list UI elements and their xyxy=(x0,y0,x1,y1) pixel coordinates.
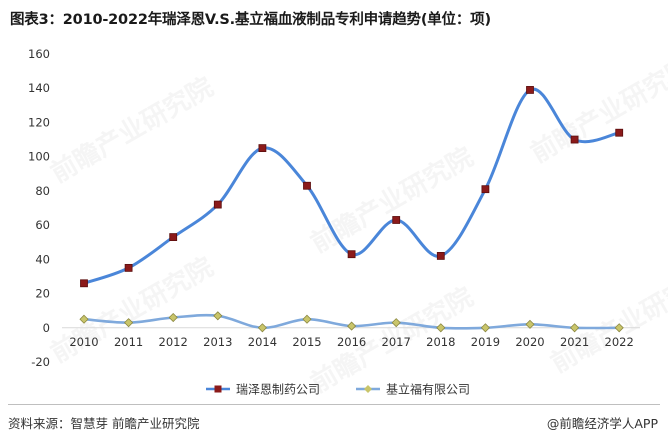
data-point-marker xyxy=(124,318,134,328)
data-point-marker xyxy=(169,233,178,241)
legend-marker xyxy=(214,385,222,393)
x-tick-label: 2014 xyxy=(248,335,277,349)
legend: 瑞泽恩制药公司 基立福有限公司 xyxy=(206,382,470,397)
data-point-marker xyxy=(213,200,222,209)
x-axis: 2010 2011 2012 2013 2014 2015 2016 2017 2018 2019… xyxy=(62,327,640,349)
legend-label: 瑞泽恩制药公司 xyxy=(236,383,320,397)
data-point-marker xyxy=(347,321,357,331)
y-tick-label: 40 xyxy=(35,252,50,266)
data-point-marker xyxy=(614,323,624,333)
y-tick-label: 120 xyxy=(28,115,50,129)
data-point-marker xyxy=(257,323,267,333)
data-point-marker xyxy=(213,311,223,321)
chart-title: 图表3：2010-2022年瑞泽恩V.S.基立福血液制品专利申请趋势(单位：项) xyxy=(10,12,491,28)
x-tick-label: 2012 xyxy=(159,335,188,349)
data-point-marker xyxy=(79,314,89,324)
data-point-marker xyxy=(526,86,534,94)
y-tick-label: 100 xyxy=(28,150,50,164)
y-tick-label: -20 xyxy=(31,355,50,369)
y-tick-label: 0 xyxy=(43,321,50,335)
data-point-marker xyxy=(302,314,312,324)
data-point-marker xyxy=(258,144,267,153)
data-point-marker xyxy=(392,216,401,224)
credit-note: @前瞻经济学人APP xyxy=(546,416,658,431)
series-lines xyxy=(83,87,620,330)
y-tick-label: 160 xyxy=(28,47,50,61)
y-axis: -20 0 20 40 60 80 100 120 140 160 xyxy=(28,47,50,369)
data-point-marker xyxy=(525,319,535,329)
data-point-marker xyxy=(570,323,580,333)
x-tick-label: 2021 xyxy=(560,335,589,349)
x-tick-label: 2013 xyxy=(203,335,232,349)
x-tick-label: 2015 xyxy=(292,335,321,349)
legend-label: 基立福有限公司 xyxy=(386,382,470,397)
legend-marker xyxy=(364,385,372,393)
data-point-marker xyxy=(347,250,356,259)
data-point-marker xyxy=(80,279,88,288)
footer: 资料来源：智慧芽 前瞻产业研究院 @前瞻经济学人APP xyxy=(0,404,668,442)
x-tick-label: 2019 xyxy=(471,335,500,349)
data-point-marker xyxy=(303,181,311,190)
x-tick-label: 2016 xyxy=(337,335,366,349)
x-tick-label: 2017 xyxy=(382,335,411,349)
data-point-marker xyxy=(481,185,490,194)
x-tick-label: 2022 xyxy=(605,335,634,349)
data-point-marker xyxy=(436,323,446,333)
data-point-marker xyxy=(391,318,401,328)
y-tick-label: 20 xyxy=(35,287,50,301)
y-tick-label: 140 xyxy=(28,81,50,95)
y-tick-label: 60 xyxy=(35,218,50,232)
footer-divider xyxy=(8,404,660,405)
source-note: 资料来源：智慧芽 前瞻产业研究院 xyxy=(8,416,200,431)
data-point-marker xyxy=(124,263,133,272)
data-point-marker xyxy=(615,128,624,137)
data-point-marker xyxy=(436,252,445,260)
data-point-marker xyxy=(168,312,178,323)
data-point-marker xyxy=(480,323,490,333)
series-markers xyxy=(79,86,624,333)
x-tick-label: 2010 xyxy=(69,335,98,349)
x-tick-label: 2011 xyxy=(114,335,143,349)
x-tick-label: 2018 xyxy=(426,335,455,349)
y-tick-label: 80 xyxy=(35,184,50,198)
x-tick-label: 2020 xyxy=(515,335,544,349)
data-point-marker xyxy=(570,135,579,144)
